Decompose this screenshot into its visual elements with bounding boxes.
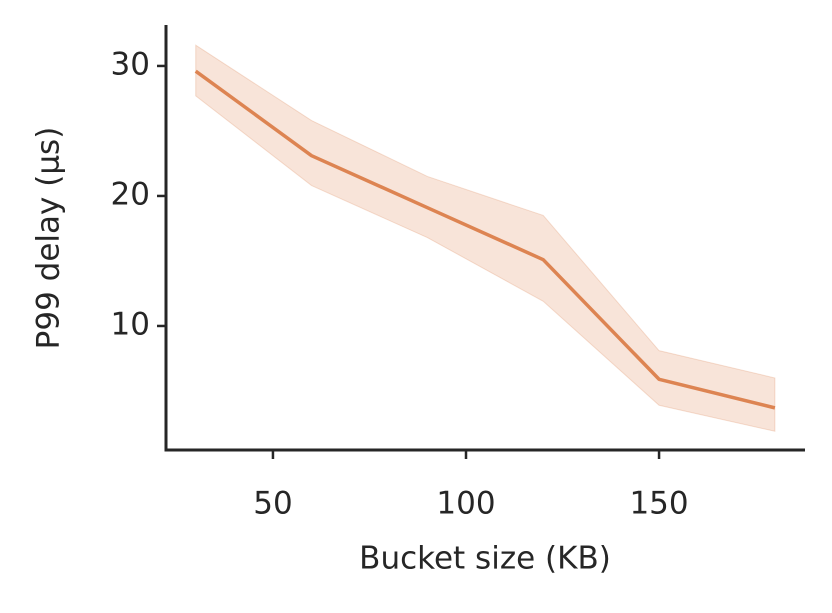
x-tick-label: 150 <box>629 486 688 522</box>
x-axis-label: Bucket size (KB) <box>359 541 611 577</box>
line <box>194 69 776 410</box>
y-tick-label: 20 <box>111 176 150 212</box>
x-tick-label: 50 <box>253 486 292 522</box>
y-tick-label: 10 <box>111 306 150 342</box>
y-axis-label: P99 delay (µs) <box>31 127 67 350</box>
x-tick-label: 100 <box>436 486 495 522</box>
confidence-band <box>195 44 776 432</box>
y-tick-label: 30 <box>111 46 150 82</box>
